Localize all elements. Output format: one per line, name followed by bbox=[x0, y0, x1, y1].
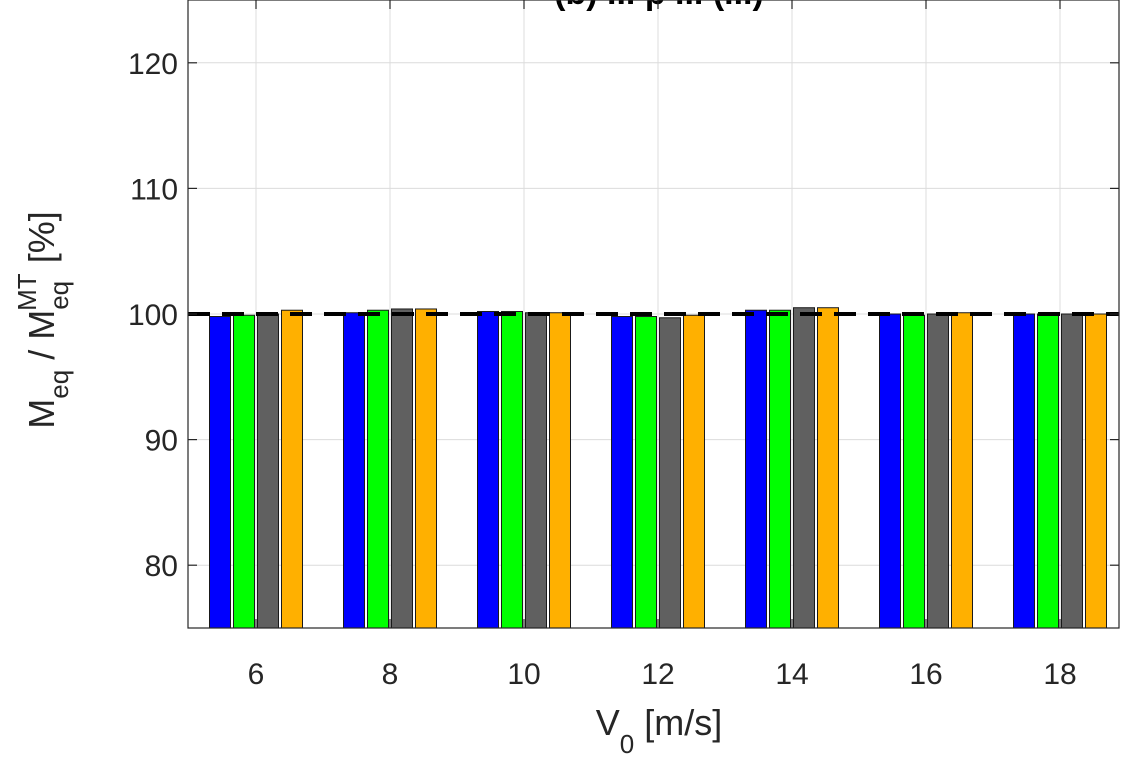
bar-8-series-2 bbox=[367, 309, 389, 629]
bar-18-series-3 bbox=[1061, 313, 1083, 629]
x-tick-label: 8 bbox=[382, 658, 399, 691]
bar-16-series-1 bbox=[879, 313, 901, 629]
bar-16-series-3 bbox=[927, 313, 949, 629]
bar-6-series-2 bbox=[233, 314, 255, 629]
bar-12-series-4 bbox=[683, 314, 705, 629]
bar-14-series-4 bbox=[817, 307, 839, 629]
bar-14-series-2 bbox=[769, 309, 791, 629]
x-axis-label-main: V bbox=[596, 702, 620, 743]
y-tick-label: 120 bbox=[128, 48, 178, 81]
x-tick-label: 12 bbox=[641, 658, 674, 691]
bar-6-series-1 bbox=[209, 316, 231, 629]
y-axis-label-sup2: MT bbox=[12, 273, 42, 311]
bar-18-series-1 bbox=[1013, 313, 1035, 629]
y-axis-label-sub2: eq bbox=[44, 281, 74, 310]
x-tick-label: 10 bbox=[507, 658, 540, 691]
bar-8-series-4 bbox=[415, 308, 437, 629]
bar-10-series-1 bbox=[477, 310, 499, 629]
bar-10-series-4 bbox=[549, 312, 571, 629]
y-tick-label: 110 bbox=[130, 173, 178, 206]
bar-16-series-2 bbox=[903, 314, 925, 629]
y-axis-label: Meq / MeqMT [%] bbox=[12, 211, 74, 428]
bar-6-series-3 bbox=[257, 313, 279, 629]
bar-10-series-2 bbox=[501, 310, 523, 629]
bar-10-series-3 bbox=[525, 312, 547, 629]
bar-6-series-4 bbox=[281, 309, 303, 629]
bar-18-series-4 bbox=[1085, 313, 1107, 629]
y-tick-label: 90 bbox=[145, 425, 178, 458]
bar-14-series-3 bbox=[793, 307, 815, 629]
x-tick-label: 18 bbox=[1043, 658, 1076, 691]
y-tick-labels: 80 90 100 110 120 bbox=[128, 48, 1119, 583]
chart-title: (b) ... p ... (...) bbox=[554, 0, 764, 12]
bar-12-series-1 bbox=[611, 316, 633, 629]
y-tick-label: 100 bbox=[128, 299, 178, 332]
y-axis-label-m1: M bbox=[21, 399, 62, 429]
y-axis-label-sub1: eq bbox=[44, 370, 74, 399]
y-axis-label-mid: / M bbox=[21, 310, 62, 370]
x-tick-label: 16 bbox=[909, 658, 942, 691]
bar-14-series-1 bbox=[745, 309, 767, 629]
bar-12-series-3 bbox=[659, 317, 681, 629]
bar-8-series-1 bbox=[343, 312, 365, 629]
x-axis-label-rest: [m/s] bbox=[634, 702, 722, 743]
x-tick-label: 14 bbox=[775, 658, 808, 691]
x-axis-label: V0 [m/s] bbox=[596, 702, 722, 759]
y-tick-label: 80 bbox=[145, 550, 178, 583]
x-axis-label-sub: 0 bbox=[620, 729, 634, 759]
x-tick-label: 6 bbox=[248, 658, 265, 691]
y-axis-label-rest: [%] bbox=[21, 211, 62, 273]
bar-16-series-4 bbox=[951, 312, 973, 629]
bar-8-series-3 bbox=[391, 308, 413, 629]
bars bbox=[209, 307, 1107, 629]
x-tick-labels: 6 8 10 12 14 16 18 bbox=[248, 0, 1077, 691]
bar-18-series-2 bbox=[1037, 313, 1059, 629]
bar-12-series-2 bbox=[635, 316, 657, 629]
